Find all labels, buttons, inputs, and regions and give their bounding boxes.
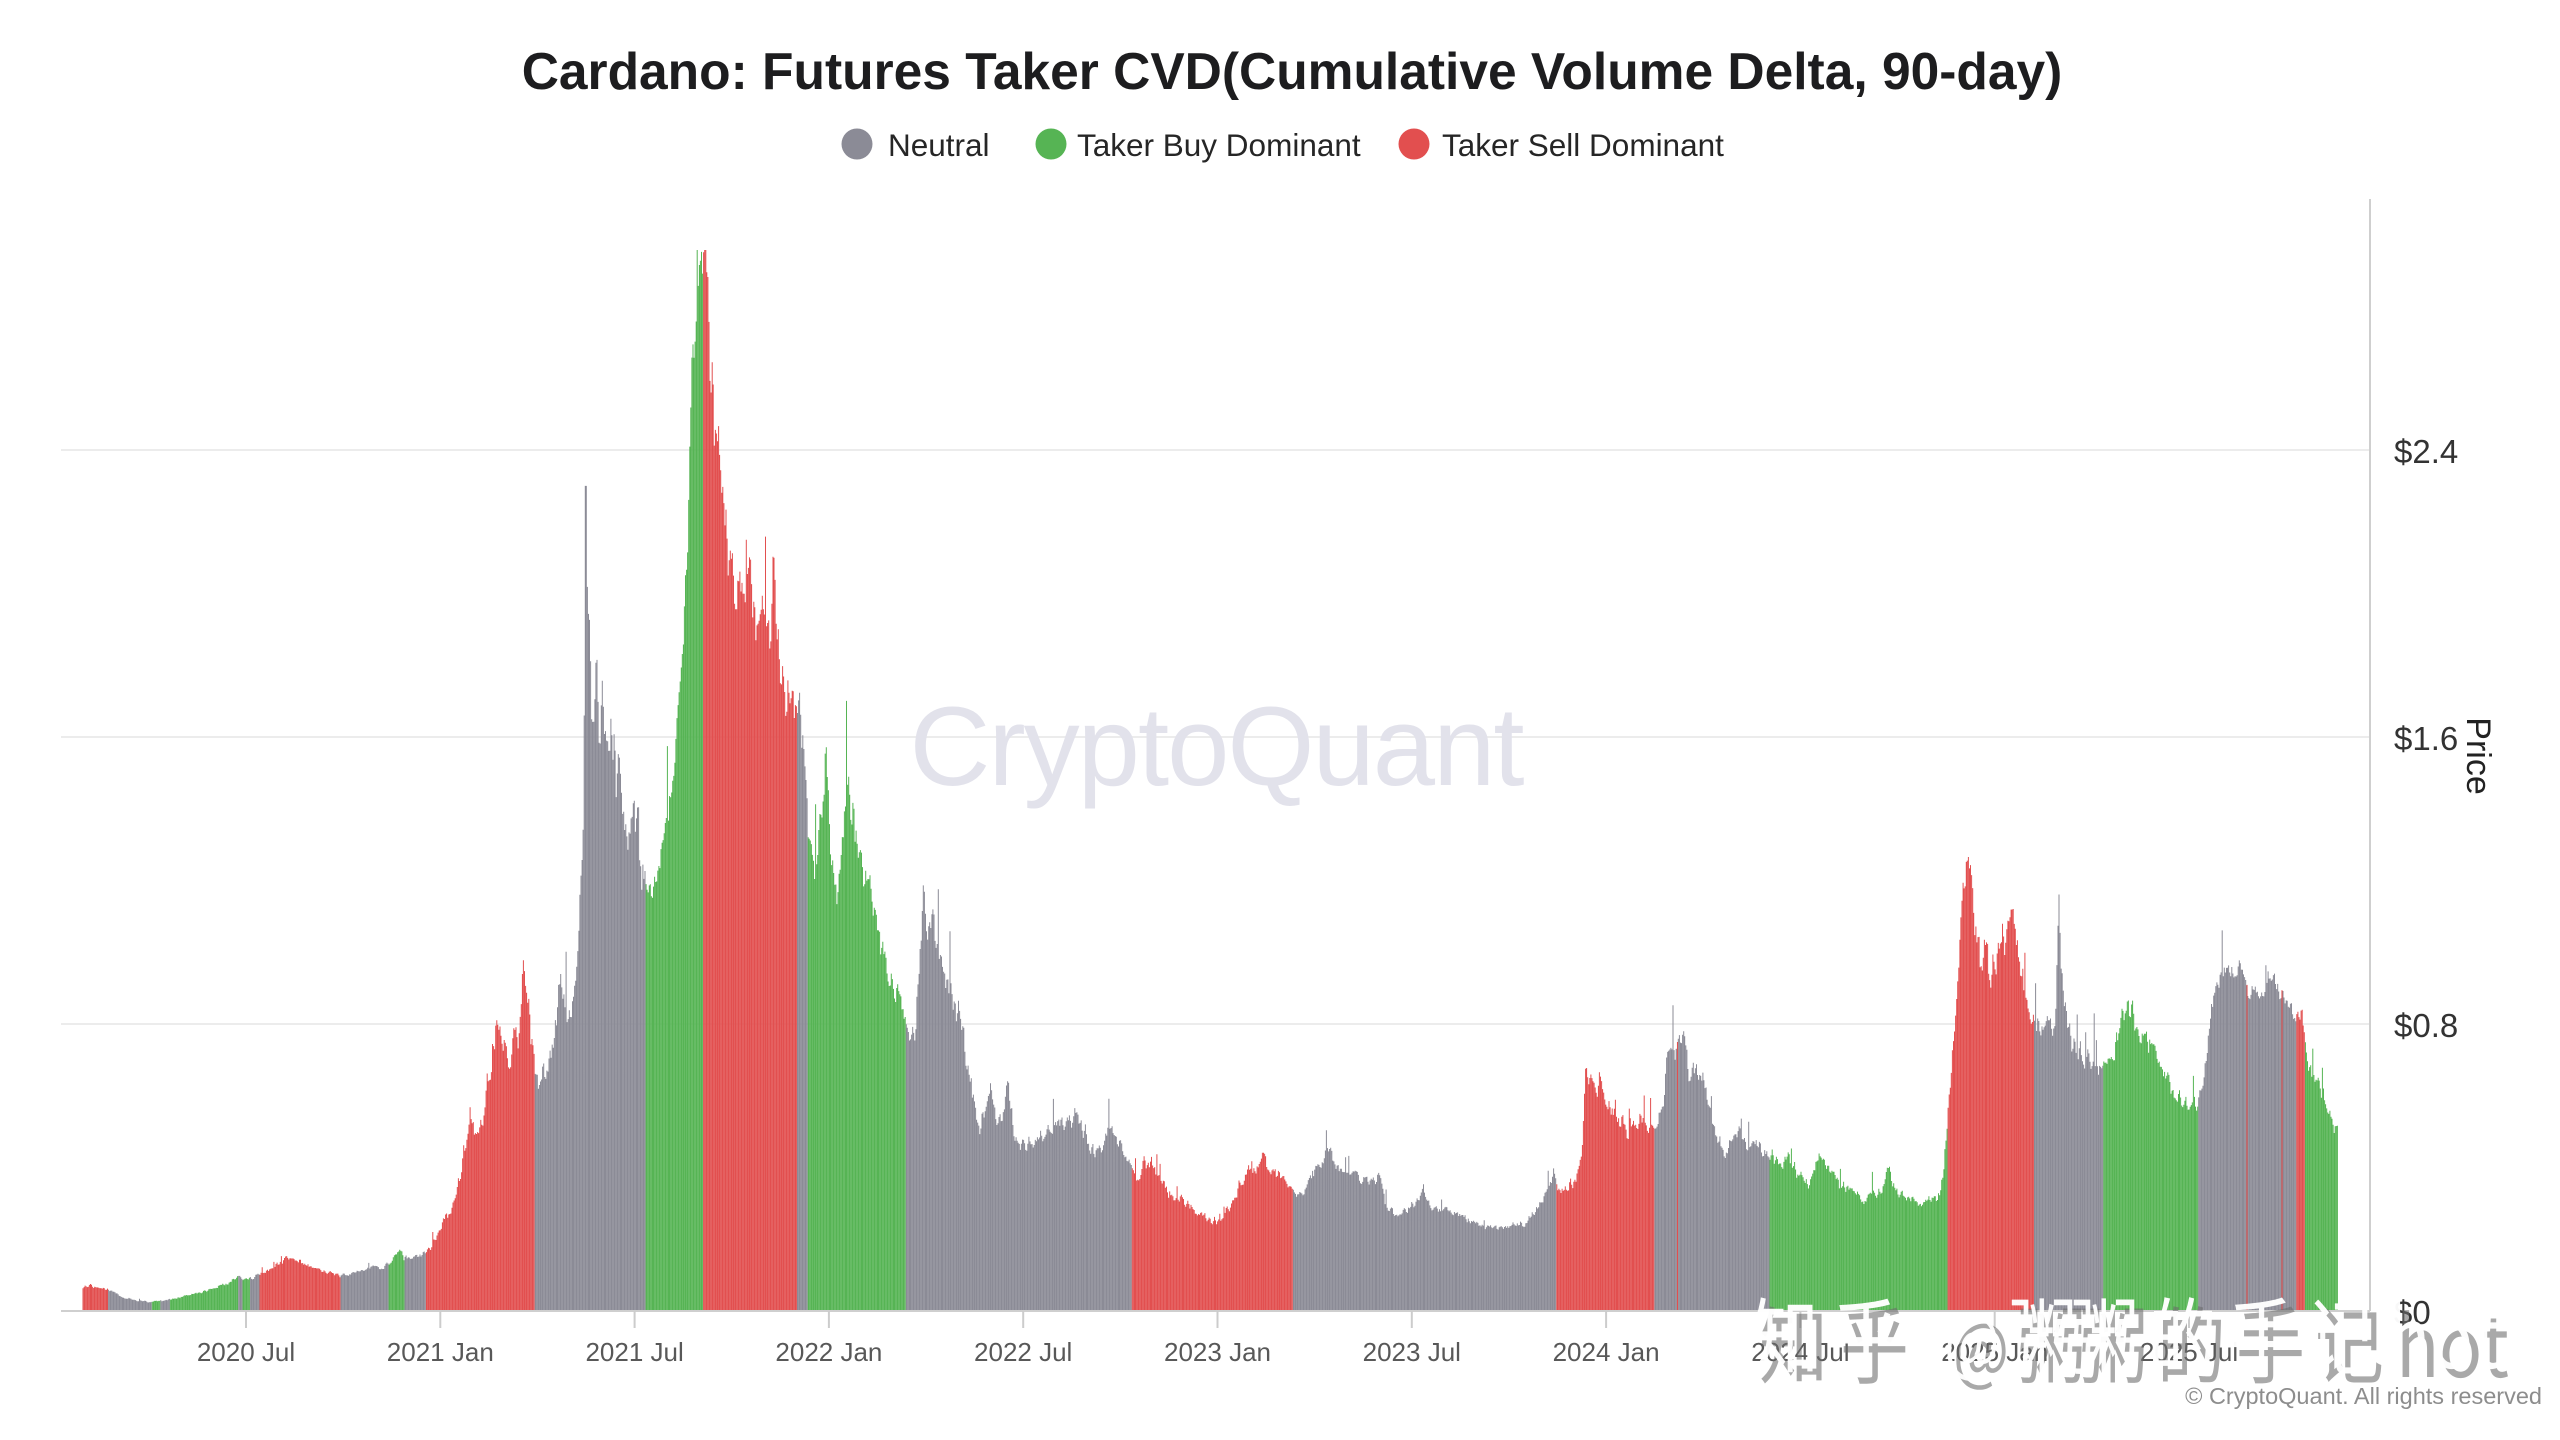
- svg-text:2022 Jan: 2022 Jan: [775, 1337, 882, 1367]
- svg-text:2022 Jul: 2022 Jul: [974, 1337, 1072, 1367]
- svg-text:2021 Jan: 2021 Jan: [387, 1337, 494, 1367]
- svg-text:$2.4: $2.4: [2394, 433, 2458, 470]
- svg-text:$0.8: $0.8: [2394, 1007, 2458, 1044]
- svg-text:Cardano: Futures Taker CVD(Cum: Cardano: Futures Taker CVD(Cumulative Vo…: [522, 42, 2063, 100]
- svg-text:2024 Jan: 2024 Jan: [1553, 1337, 1660, 1367]
- svg-text:2023 Jan: 2023 Jan: [1164, 1337, 1271, 1367]
- svg-text:© CryptoQuant. All rights rese: © CryptoQuant. All rights reserved: [2185, 1383, 2542, 1409]
- svg-text:Taker Buy Dominant: Taker Buy Dominant: [1077, 127, 1361, 163]
- svg-text:Taker Sell Dominant: Taker Sell Dominant: [1442, 127, 1724, 163]
- svg-text:2023 Jul: 2023 Jul: [1363, 1337, 1461, 1367]
- svg-text:2021 Jul: 2021 Jul: [585, 1337, 683, 1367]
- svg-text:$1.6: $1.6: [2394, 720, 2458, 757]
- svg-text:2020 Jul: 2020 Jul: [197, 1337, 295, 1367]
- svg-text:Neutral: Neutral: [888, 127, 990, 163]
- svg-text:CryptoQuant: CryptoQuant: [910, 684, 1525, 809]
- svg-text:Price: Price: [2459, 717, 2497, 794]
